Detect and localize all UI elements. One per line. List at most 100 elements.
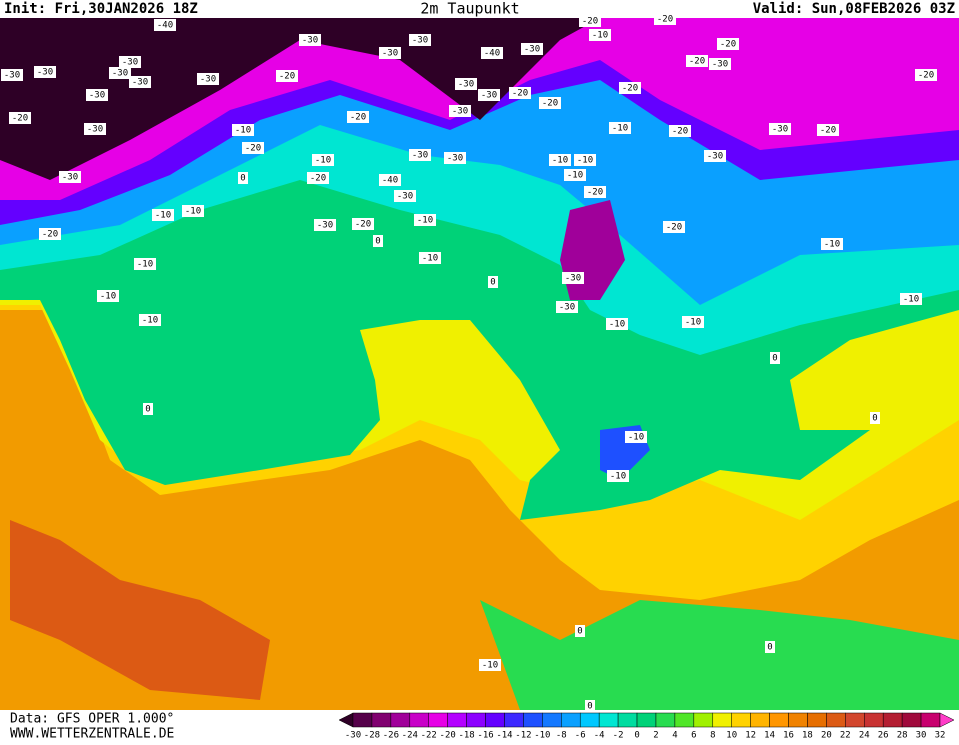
contour-label-box	[579, 15, 601, 27]
contour-label: 0	[767, 643, 772, 653]
contour-label-box	[584, 186, 606, 198]
contour-label-box	[686, 55, 708, 67]
contour-label-box	[619, 82, 641, 94]
colorbar-tick-label: 8	[710, 731, 715, 741]
contour-label: 0	[240, 174, 245, 184]
contour-label-box	[84, 123, 106, 135]
colorbar-tick-label: 6	[691, 731, 696, 741]
contour-label: -10	[137, 260, 153, 270]
colorbar-box	[731, 712, 751, 728]
contour-label: -30	[565, 274, 581, 284]
contour-label: 0	[587, 702, 592, 712]
contour-label-box	[129, 76, 151, 88]
contour-label-box	[299, 34, 321, 46]
contour-label-box	[242, 142, 264, 154]
map-title: 2m Taupunkt	[420, 0, 519, 18]
contour-label-box	[704, 150, 726, 162]
contour-label-box	[488, 276, 498, 288]
colorbar-box	[788, 712, 808, 728]
header-bar	[0, 0, 959, 18]
contour-labels: -40-30-30-30-30-30-30-30-20-30 -20-30-30-…	[1, 13, 937, 712]
colorbar-tick-label: 30	[916, 731, 927, 741]
colorbar-tick-label: 20	[821, 731, 832, 741]
colorbar-box	[428, 712, 448, 728]
contour-label-box	[347, 111, 369, 123]
contour-label: -20	[587, 188, 603, 198]
contour-label-box	[817, 124, 839, 136]
colorbar-arrow-high	[939, 712, 955, 728]
contour-label: 0	[375, 237, 380, 247]
contour-label-box	[314, 219, 336, 231]
contour-label-box	[589, 29, 611, 41]
colorbar-box	[390, 712, 411, 728]
contour-label-box	[606, 318, 628, 330]
colorbar-tick-label: 22	[840, 731, 851, 741]
contour-label-box	[444, 152, 466, 164]
contour-label: 0	[490, 278, 495, 288]
contour-label-box	[419, 252, 441, 264]
contour-label-box	[663, 221, 685, 233]
contour-label-box	[765, 641, 775, 653]
contour-label-box	[154, 19, 176, 31]
contour-label: -30	[412, 36, 428, 46]
colorbar-tick-label: 12	[745, 731, 756, 741]
colorbar-tick-label: 28	[897, 731, 908, 741]
contour-label: -30	[382, 49, 398, 59]
contour-label-box	[238, 172, 248, 184]
contour-label: -30	[122, 58, 138, 68]
contour-label: -20	[657, 15, 673, 25]
contour-label-box	[449, 105, 471, 117]
contour-label-box	[1, 69, 23, 81]
contour-label-box	[870, 412, 880, 424]
colorbar-box	[807, 712, 827, 728]
contour-label-box	[539, 97, 561, 109]
contour-label-box	[900, 293, 922, 305]
colorbar-tick-label: -26	[383, 731, 399, 741]
contour-label-box	[373, 235, 383, 247]
contour-label: -30	[524, 45, 540, 55]
contour-label-box	[479, 659, 501, 671]
contour-label: -10	[685, 318, 701, 328]
contour-label: -10	[142, 316, 158, 326]
contour-label: -40	[382, 176, 398, 186]
contour-label-box	[556, 301, 578, 313]
contour-label: -20	[542, 99, 558, 109]
colorbar-box	[826, 712, 846, 728]
colorbar-tick-label: 14	[764, 731, 775, 741]
colorbar-tick-label: -10	[534, 731, 550, 741]
contour-label: -20	[918, 71, 934, 81]
colorbar-box	[712, 712, 732, 728]
valid-time: Valid: Sun,08FEB2026 03Z	[753, 1, 955, 17]
colorbar-box	[845, 712, 865, 728]
colorbar-tick-label: -12	[515, 731, 531, 741]
contour-label-box	[564, 169, 586, 181]
colorbar-box	[598, 712, 619, 728]
contour-label-box	[770, 352, 780, 364]
contour-label: -20	[672, 127, 688, 137]
contour-label: -20	[666, 223, 682, 233]
colorbar-tick-label: 2	[653, 731, 658, 741]
contour-label-box	[549, 154, 571, 166]
colorbar-box	[636, 712, 657, 728]
contour-label: -30	[132, 78, 148, 88]
contour-label: -10	[592, 31, 608, 41]
contour-label: -30	[200, 75, 216, 85]
contour-label-box	[307, 172, 329, 184]
colorbar-box	[920, 712, 941, 728]
contour-label: -10	[609, 320, 625, 330]
contour-label: -30	[412, 151, 428, 161]
contour-label-box	[654, 13, 676, 25]
contour-label: -20	[512, 89, 528, 99]
colorbar-tick-label: -18	[458, 731, 474, 741]
colorbar-box	[882, 712, 903, 728]
contour-label-box	[34, 66, 56, 78]
colorbar-tick-label: 16	[783, 731, 794, 741]
colorbar-tick-label: 32	[935, 731, 946, 741]
contour-label: -20	[350, 113, 366, 123]
contour-label-box	[109, 67, 131, 79]
contour-label-box	[409, 34, 431, 46]
contour-label: -10	[552, 156, 568, 166]
contour-label: -30	[447, 154, 463, 164]
